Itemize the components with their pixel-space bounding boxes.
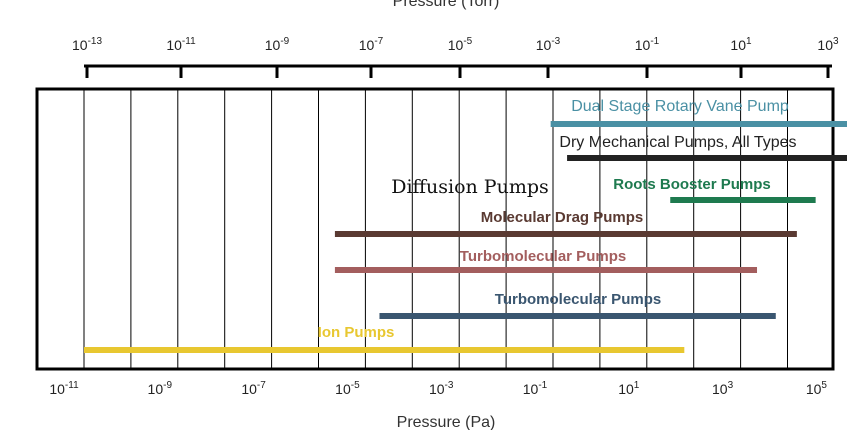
top-axis: 10-13 10-11 10-9 10-7 10-5 10-3 10-1 101 103 bbox=[72, 36, 839, 78]
top-axis-title: Pressure (Torr) bbox=[393, 0, 500, 10]
top-tick-label: 10-5 bbox=[448, 36, 473, 53]
series-label: Dry Mechanical Pumps, All Types bbox=[559, 134, 796, 151]
series-label: Ion Pumps bbox=[318, 324, 395, 341]
bottom-tick-label: 101 bbox=[618, 380, 640, 397]
top-tick-label: 10-7 bbox=[359, 36, 384, 53]
top-tick-label: 103 bbox=[817, 36, 839, 53]
bottom-tick-label: 10-9 bbox=[148, 380, 173, 397]
series-label: Turbomolecular Pumps bbox=[460, 248, 626, 265]
bars: Dual Stage Rotary Vane Pump Dry Mechanica… bbox=[84, 98, 847, 353]
bottom-tick-label: 10-3 bbox=[429, 380, 454, 397]
grid bbox=[83, 89, 788, 369]
series-label: Dual Stage Rotary Vane Pump bbox=[571, 98, 789, 115]
series-label: Turbomolecular Pumps bbox=[495, 291, 661, 308]
top-tick-label: 10-1 bbox=[635, 36, 660, 53]
bottom-tick-label: 10-11 bbox=[49, 380, 79, 397]
top-tick-label: 10-11 bbox=[166, 36, 196, 53]
bottom-tick-label: 105 bbox=[806, 380, 828, 397]
series-label: Diffusion Pumps bbox=[391, 176, 549, 198]
bottom-tick-label: 103 bbox=[712, 380, 734, 397]
top-tick-label: 10-3 bbox=[536, 36, 561, 53]
bottom-tick-label: 10-1 bbox=[523, 380, 548, 397]
top-tick-label: 10-13 bbox=[72, 36, 102, 53]
top-tick-label: 10-9 bbox=[265, 36, 290, 53]
series-label: Molecular Drag Pumps bbox=[481, 209, 644, 226]
series-label: Roots Booster Pumps bbox=[613, 176, 771, 193]
bottom-axis: 10-11 10-9 10-7 10-5 10-3 10-1 101 103 105 bbox=[49, 380, 827, 397]
bottom-axis-title: Pressure (Pa) bbox=[397, 414, 496, 430]
top-tick-label: 101 bbox=[730, 36, 752, 53]
bottom-tick-label: 10-7 bbox=[241, 380, 266, 397]
bottom-tick-label: 10-5 bbox=[335, 380, 360, 397]
plot-frame bbox=[35, 87, 835, 371]
